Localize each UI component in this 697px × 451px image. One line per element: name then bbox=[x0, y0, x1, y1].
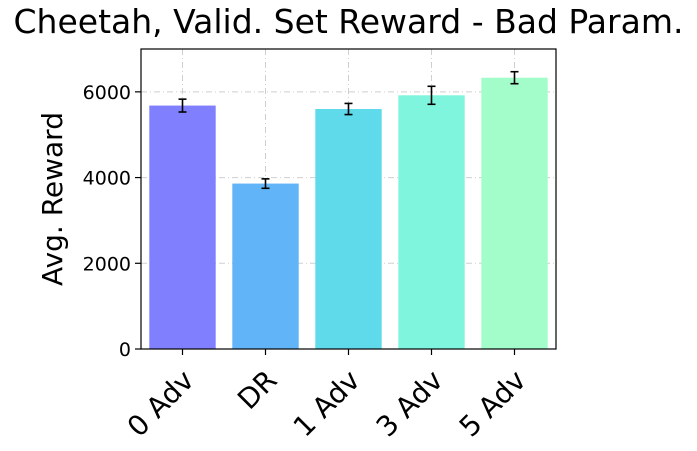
x-tick-label: 5 Adv bbox=[453, 364, 533, 444]
x-tick-label: 0 Adv bbox=[121, 364, 201, 444]
x-tick-label: 3 Adv bbox=[370, 364, 450, 444]
bar bbox=[315, 109, 382, 349]
bar bbox=[232, 183, 299, 349]
x-tick-label: 1 Adv bbox=[287, 364, 367, 444]
bar bbox=[481, 77, 548, 349]
y-tick-label: 0 bbox=[119, 339, 131, 361]
y-tick-label: 2000 bbox=[83, 253, 131, 275]
x-tick-label: DR bbox=[231, 364, 283, 416]
y-tick-label: 4000 bbox=[83, 168, 131, 190]
bars-layer bbox=[149, 77, 548, 350]
y-axis-label: Avg. Reward bbox=[36, 112, 69, 286]
bar bbox=[149, 105, 216, 349]
chart-title: Cheetah, Valid. Set Reward - Bad Param. bbox=[13, 2, 684, 41]
bar bbox=[398, 95, 465, 350]
y-tick-label: 6000 bbox=[83, 82, 131, 104]
errors-layer bbox=[178, 70, 519, 190]
